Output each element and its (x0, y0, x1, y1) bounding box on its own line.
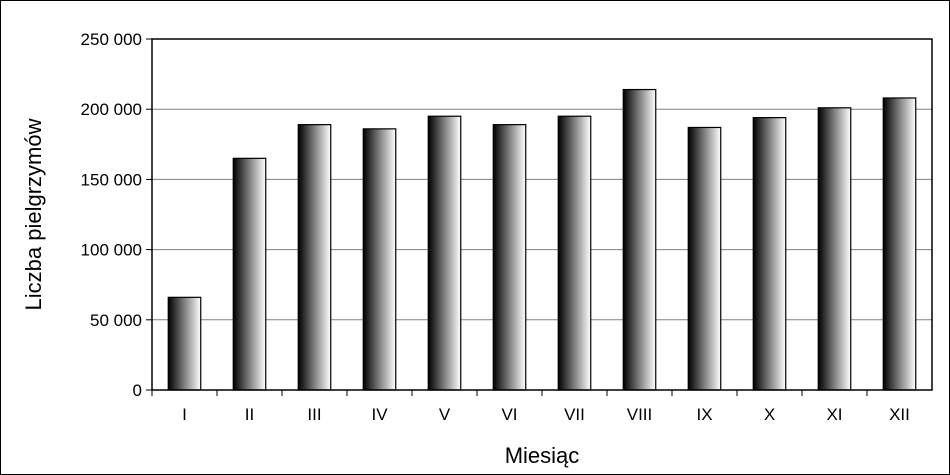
x-tick-labels: I II III IV V VI VII VIII IX X XI XII (151, 390, 910, 424)
y-tick-label: 250 000 (81, 30, 142, 49)
bar-VI (492, 124, 527, 391)
bar-X (752, 117, 787, 391)
x-tick-label: IX (696, 405, 712, 424)
x-tick-label: IV (371, 405, 388, 424)
bars (167, 88, 917, 391)
x-tick-label: VI (501, 405, 517, 424)
x-tick-label: VII (564, 405, 585, 424)
y-tick-label: 100 000 (81, 241, 142, 260)
bar-V (427, 115, 462, 391)
x-tick-label: VIII (627, 405, 653, 424)
plot-area-border (151, 38, 933, 391)
x-tick-label: X (764, 405, 775, 424)
bar-XII (882, 97, 917, 391)
bar-VIII (622, 88, 657, 391)
bar-III (297, 124, 332, 391)
bar-IV (362, 128, 397, 391)
y-tick-labels: 0 50 000 100 000 150 000 200 000 250 000 (81, 30, 142, 400)
gridlines (146, 38, 932, 391)
bar-VII (557, 115, 592, 391)
x-tick-label: III (307, 405, 321, 424)
bar-I (167, 296, 202, 391)
bar-II (232, 157, 267, 391)
x-tick-label: XI (826, 405, 842, 424)
bar-IX (687, 126, 722, 391)
y-axis-title: Liczba pielgrzymów (21, 118, 46, 310)
y-tick-label: 200 000 (81, 100, 142, 119)
x-tick-label: I (182, 405, 187, 424)
x-axis-title: Miesiąc (505, 443, 580, 468)
bar-XI (817, 107, 852, 391)
x-tick-label: V (439, 405, 451, 424)
x-tick-label: XII (889, 405, 910, 424)
y-tick-label: 150 000 (81, 170, 142, 189)
x-tick-label: II (245, 405, 254, 424)
y-tick-label: 50 000 (90, 311, 142, 330)
y-tick-label: 0 (133, 381, 142, 400)
